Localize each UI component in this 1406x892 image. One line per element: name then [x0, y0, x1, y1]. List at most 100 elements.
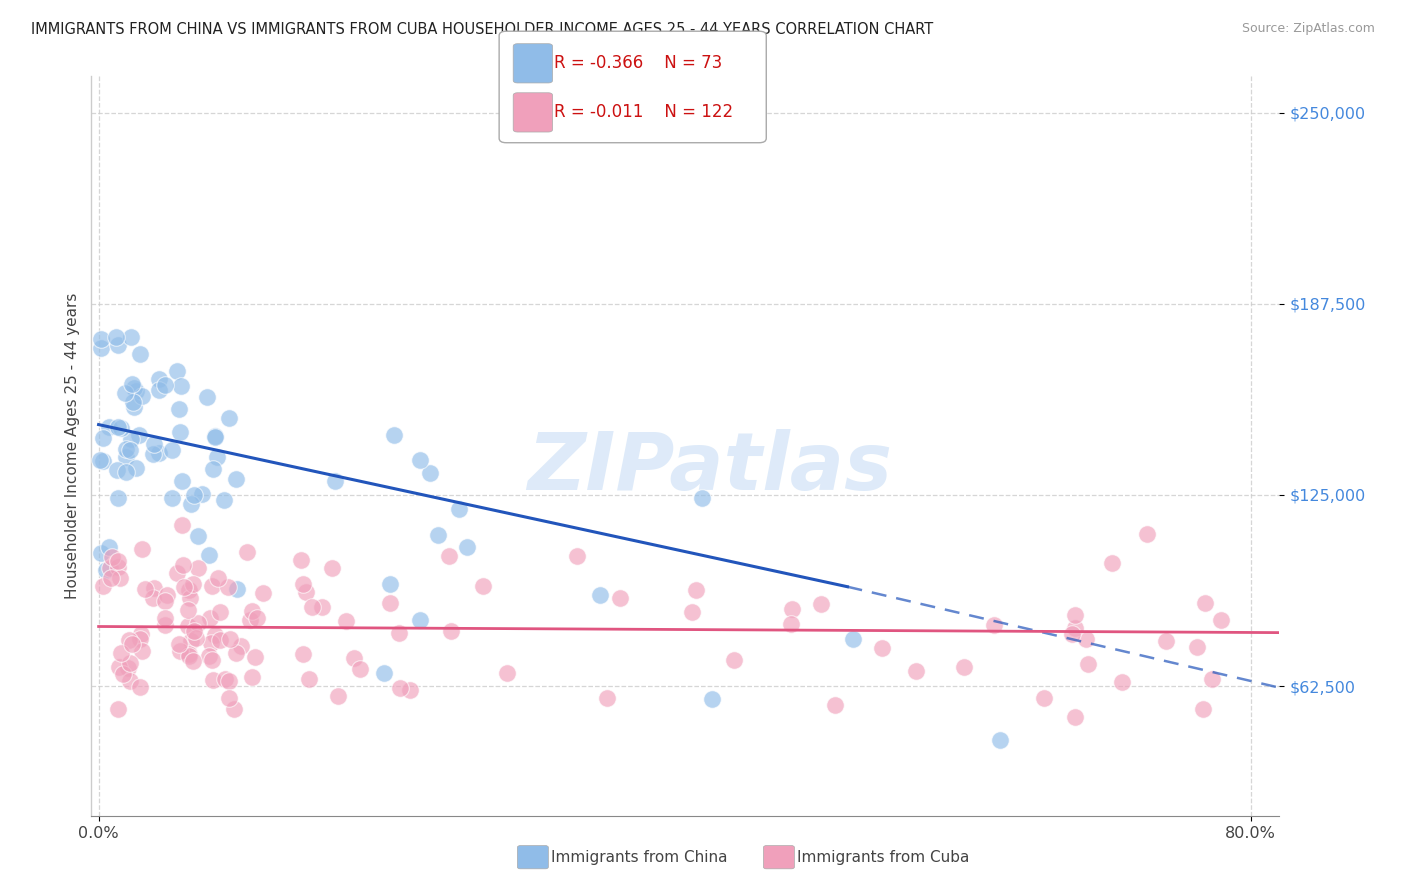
Point: [1201, 672, 1223, 686]
Point: [311, 600, 333, 615]
Point: [114, 385, 136, 400]
Point: [229, 639, 252, 653]
Point: [495, 666, 517, 681]
Point: [97, 540, 120, 554]
Point: [120, 442, 142, 457]
Point: [1064, 710, 1087, 724]
Point: [122, 400, 145, 414]
Point: [1064, 621, 1087, 635]
Text: Source: ZipAtlas.com: Source: ZipAtlas.com: [1241, 22, 1375, 36]
Point: [200, 636, 222, 650]
Point: [115, 450, 138, 464]
Point: [225, 582, 247, 596]
Point: [447, 502, 470, 516]
Point: [565, 549, 588, 564]
Point: [177, 583, 200, 598]
Point: [388, 681, 411, 695]
Point: [380, 596, 402, 610]
Point: [204, 628, 226, 642]
Point: [349, 662, 371, 676]
Text: R = -0.011    N = 122: R = -0.011 N = 122: [554, 103, 733, 121]
Point: [187, 561, 209, 575]
Point: [222, 702, 245, 716]
Point: [167, 637, 190, 651]
Point: [1111, 675, 1133, 690]
Point: [90, 546, 112, 560]
Point: [387, 625, 409, 640]
Point: [240, 604, 263, 618]
Point: [134, 582, 156, 596]
Point: [121, 377, 143, 392]
Point: [107, 702, 129, 716]
Point: [90, 332, 112, 346]
Point: [128, 681, 150, 695]
Point: [408, 453, 430, 467]
Point: [90, 341, 112, 355]
Point: [179, 591, 201, 605]
Point: [107, 419, 129, 434]
Y-axis label: Householder Income Ages 25 - 44 years: Householder Income Ages 25 - 44 years: [65, 293, 80, 599]
Point: [419, 466, 441, 480]
Point: [218, 691, 240, 706]
Point: [323, 474, 346, 488]
Point: [98, 561, 121, 575]
Point: [682, 605, 704, 619]
Point: [252, 586, 274, 600]
Point: [290, 553, 312, 567]
Point: [207, 572, 229, 586]
Point: [326, 690, 349, 704]
Point: [870, 641, 893, 656]
Point: [702, 692, 724, 706]
Point: [427, 528, 450, 542]
Point: [201, 579, 224, 593]
Point: [988, 732, 1011, 747]
Point: [156, 588, 179, 602]
Point: [115, 465, 138, 479]
Point: [177, 647, 200, 661]
Point: [153, 378, 176, 392]
Point: [456, 540, 478, 554]
Point: [321, 560, 343, 574]
Point: [953, 659, 976, 673]
Point: [195, 390, 218, 404]
Point: [177, 603, 200, 617]
Point: [172, 558, 194, 573]
Point: [131, 644, 153, 658]
Point: [122, 381, 145, 395]
Point: [810, 597, 832, 611]
Point: [1185, 640, 1208, 655]
Point: [343, 651, 366, 665]
Point: [148, 372, 170, 386]
Point: [291, 647, 314, 661]
Point: [110, 421, 132, 435]
Point: [108, 659, 131, 673]
Point: [187, 529, 209, 543]
Point: [129, 627, 152, 641]
Point: [197, 648, 219, 663]
Point: [184, 632, 207, 646]
Point: [780, 617, 803, 632]
Point: [1033, 690, 1056, 705]
Point: [110, 571, 132, 585]
Point: [242, 670, 264, 684]
Point: [399, 682, 422, 697]
Point: [169, 425, 191, 439]
Point: [124, 461, 146, 475]
Point: [173, 580, 195, 594]
Point: [1101, 556, 1123, 570]
Point: [100, 570, 122, 584]
Point: [129, 632, 152, 646]
Point: [167, 401, 190, 416]
Point: [437, 549, 460, 564]
Point: [107, 554, 129, 568]
Point: [153, 618, 176, 632]
Point: [205, 450, 228, 464]
Text: R = -0.366    N = 73: R = -0.366 N = 73: [554, 54, 723, 72]
Point: [217, 580, 239, 594]
Point: [685, 582, 707, 597]
Point: [183, 624, 205, 638]
Point: [107, 338, 129, 352]
Point: [118, 633, 141, 648]
Point: [225, 472, 247, 486]
Point: [212, 492, 235, 507]
